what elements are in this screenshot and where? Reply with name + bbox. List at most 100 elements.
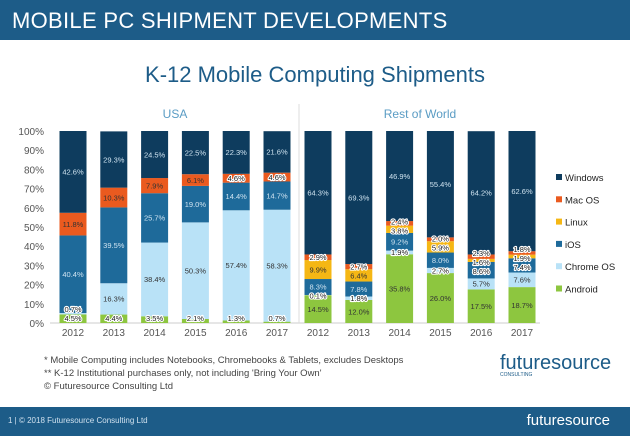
- data-label: 2.7%: [350, 262, 367, 271]
- bar-segment-mac-os: [141, 178, 169, 194]
- footer-logo: futuresource: [526, 412, 610, 429]
- data-label: 7.6%: [513, 276, 530, 285]
- bar-segment-mac-os: [100, 187, 128, 208]
- bar-segment-android: [222, 320, 250, 323]
- bar-segment-linux: [508, 254, 536, 259]
- bar-segment-windows: [59, 131, 87, 213]
- data-label: 46.9%: [389, 172, 411, 181]
- bar-segment-chrome-os: [263, 209, 291, 322]
- bar-segment-ios: [141, 193, 169, 243]
- bar-segment-chrome-os: [222, 210, 250, 321]
- data-label: 7.4%: [513, 263, 530, 272]
- bar-segment-mac-os: [222, 173, 250, 183]
- bar-segment-windows: [181, 131, 209, 175]
- bar-segment-ios: [181, 185, 209, 223]
- data-label: 9.2%: [391, 238, 408, 247]
- legend-label: iOS: [565, 240, 581, 251]
- data-label: 4.6%: [228, 174, 245, 183]
- data-label: 6.1%: [187, 176, 204, 185]
- data-label: 4.5%: [64, 314, 81, 323]
- y-tick-label: 90%: [24, 146, 44, 157]
- data-label: 24.5%: [144, 150, 166, 159]
- x-tick-label: 2017: [511, 328, 534, 339]
- x-tick-label: 2013: [348, 328, 371, 339]
- bar-segment-android: [181, 318, 209, 323]
- data-label: 40.4%: [62, 270, 84, 279]
- data-label: 7.9%: [146, 181, 163, 190]
- bar-segment-chrome-os: [59, 313, 87, 315]
- data-label: 0.7%: [268, 314, 285, 323]
- data-label: 0.7%: [64, 305, 81, 314]
- x-tick-label: 2015: [429, 328, 452, 339]
- bar-segment-android: [141, 316, 169, 323]
- bar-segment-windows: [304, 131, 332, 255]
- data-label: 11.8%: [63, 220, 84, 229]
- data-label: 3.5%: [146, 314, 163, 323]
- footnotes: * Mobile Computing includes Notebooks, C…: [44, 354, 403, 393]
- legend-label: Linux: [565, 218, 588, 229]
- data-label: 38.4%: [144, 275, 166, 284]
- bar-segment-ios: [59, 235, 87, 314]
- bar-segment-chrome-os: [181, 222, 209, 319]
- bar-segment-linux: [386, 225, 414, 233]
- y-tick-label: 50%: [24, 223, 44, 234]
- bar-segment-ios: [304, 279, 332, 295]
- footnote: * Mobile Computing includes Notebooks, C…: [44, 355, 404, 366]
- data-label: 2.1%: [187, 314, 204, 323]
- data-label: 2.4%: [391, 218, 408, 227]
- data-label: 14.7%: [266, 191, 288, 200]
- data-label: 42.6%: [62, 168, 84, 177]
- bar-segment-ios: [426, 252, 454, 268]
- data-label: 22.3%: [226, 148, 248, 157]
- panel-title: USA: [163, 107, 188, 121]
- bar-segment-mac-os: [426, 237, 454, 242]
- data-label: 3.8%: [391, 227, 408, 236]
- data-label: 1.8%: [350, 294, 367, 303]
- legend-swatch: [556, 218, 562, 225]
- legend-label: Windows: [565, 173, 604, 184]
- data-label: 1.8%: [513, 245, 530, 254]
- chart-title: K-12 Mobile Computing Shipments: [145, 62, 485, 87]
- legend-swatch: [556, 174, 562, 180]
- data-label: 2.3%: [473, 249, 490, 258]
- bar-segment-chrome-os: [386, 250, 414, 255]
- bar-segment-android: [345, 299, 373, 323]
- x-tick-label: 2016: [225, 328, 248, 339]
- bar-segment-android: [100, 314, 128, 323]
- bar-segment-windows: [222, 131, 250, 174]
- data-label: 8.6%: [473, 267, 490, 276]
- y-tick-label: 80%: [24, 165, 44, 176]
- data-label: 58.3%: [266, 261, 288, 270]
- y-tick-label: 60%: [24, 204, 44, 215]
- data-label: 4.6%: [268, 173, 285, 182]
- x-tick-label: 2012: [62, 328, 85, 339]
- bar-segment-mac-os: [386, 221, 414, 226]
- footer-bar: 1 | © 2018 Futuresource Consulting Ltd f…: [0, 407, 630, 436]
- bar-segment-android: [304, 295, 332, 323]
- bar-segment-chrome-os: [345, 296, 373, 300]
- x-tick-label: 2017: [266, 328, 289, 339]
- bar-segment-mac-os: [59, 212, 87, 236]
- legend-label: Android: [565, 285, 598, 296]
- header-bar: MOBILE PC SHIPMENT DEVELOPMENTS: [0, 0, 630, 40]
- y-tick-label: 20%: [24, 281, 44, 292]
- data-label: 8.0%: [432, 256, 449, 265]
- bar-segment-windows: [263, 131, 291, 173]
- bar-segment-chrome-os: [467, 278, 495, 290]
- data-label: 1.9%: [391, 248, 408, 257]
- x-tick-label: 2016: [470, 328, 493, 339]
- bar-segment-android: [263, 321, 291, 323]
- data-label: 69.3%: [348, 193, 370, 202]
- legend-swatch: [556, 285, 562, 292]
- bar-segment-ios: [263, 181, 291, 210]
- bar-segment-windows: [100, 131, 128, 188]
- data-label: 1.6%: [473, 258, 490, 267]
- bar-segment-ios: [222, 182, 250, 211]
- bar-segment-windows: [345, 131, 373, 265]
- legend-swatch: [556, 263, 562, 270]
- bar-segment-linux: [426, 241, 454, 253]
- data-label: 6.4%: [350, 271, 367, 280]
- y-tick-label: 10%: [24, 300, 44, 311]
- bar-segment-chrome-os: [100, 283, 128, 315]
- y-tick-label: 100%: [18, 127, 44, 138]
